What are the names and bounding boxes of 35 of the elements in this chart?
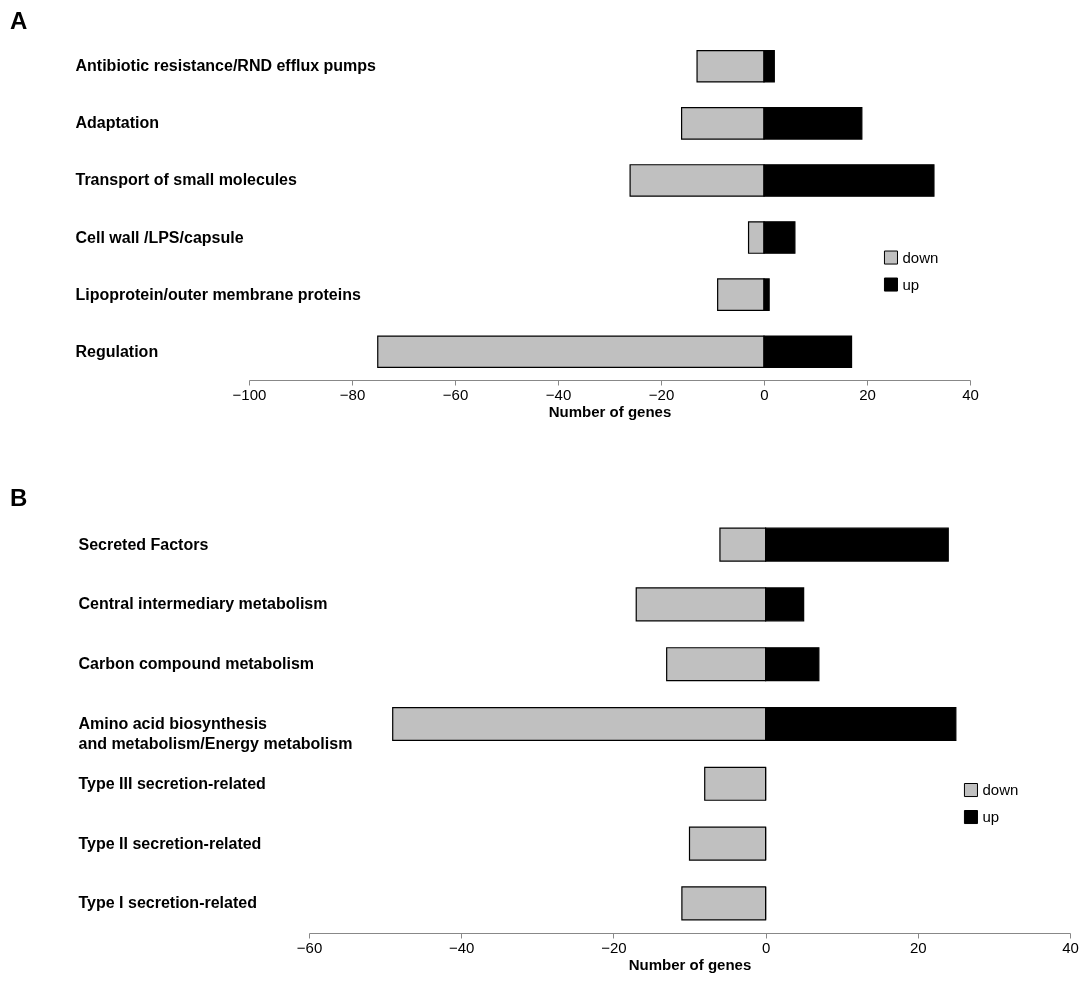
y-tick-label: Regulation [75,342,159,360]
y-tick-label: Type II secretion-related [78,834,262,852]
text: B [10,484,28,511]
y-tick-label: Central intermediary metabolism [78,595,328,613]
legend-label: up [902,275,920,293]
y-tick-label: Secreted Factors [78,535,209,553]
y-tick-label: Type III secretion-related [78,774,266,792]
x-axis-title: Number of genes [628,955,752,973]
x-axis-title: Number of genes [548,402,672,420]
x-tick-label: −20 [601,938,627,956]
x-tick-label: −80 [339,385,366,403]
text: A [10,7,28,34]
x-tick-label: 20 [859,385,876,403]
x-tick-label: −40 [545,385,572,403]
x-tick-label: −60 [442,385,469,403]
x-tick-label: 0 [760,385,769,403]
legend-label: down [982,781,1019,799]
legend-label: down [902,248,939,266]
y-tick-label: Cell wall /LPS/capsule [75,228,244,246]
y-tick-label: Lipoprotein/outer membrane proteins [75,285,361,303]
x-tick-label: −20 [648,385,675,403]
x-tick-label: 40 [962,385,979,403]
legend-label: up [982,808,1000,826]
x-tick-label: 20 [909,938,927,956]
x-tick-label: −40 [448,938,475,956]
x-tick-label: 0 [761,938,771,956]
x-tick-label: −100 [232,385,267,403]
y-tick-label: Amino acid biosynthesis and metabolism/Energy metabolism [78,715,353,752]
x-tick-label: −60 [296,938,323,956]
y-tick-label: Carbon compound metabolism [78,655,315,673]
y-tick-label: Adaptation [75,114,160,132]
y-tick-label: Type I secretion-related [78,894,257,912]
x-tick-label: 40 [1062,938,1079,956]
y-tick-label: Antibiotic resistance/RND efflux pumps [75,57,377,75]
y-tick-label: Transport of small molecules [75,171,297,189]
